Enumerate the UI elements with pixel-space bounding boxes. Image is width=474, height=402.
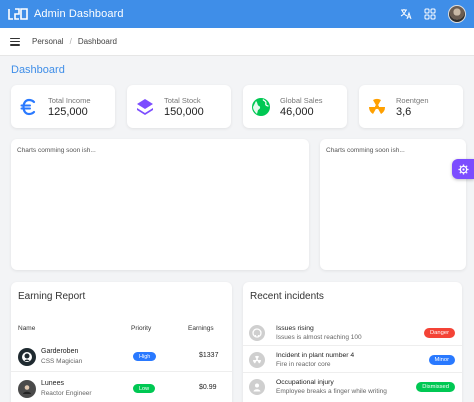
app-logo-icon[interactable]: [8, 7, 28, 21]
recent-incidents-title: Recent incidents: [250, 291, 324, 302]
radiation-icon: [367, 97, 387, 117]
stat-label: Total Income: [48, 95, 91, 105]
settings-fab[interactable]: [452, 159, 474, 179]
row-name: Lunees: [41, 380, 64, 387]
github-icon: [249, 325, 265, 341]
breadcrumb-personal[interactable]: Personal: [32, 37, 64, 46]
globe-icon: [251, 97, 271, 117]
column-header-earnings: Earnings: [188, 325, 214, 332]
user-avatar-icon: [18, 380, 36, 398]
stat-label: Global Sales: [280, 95, 323, 105]
row-earnings: $1337: [199, 352, 219, 359]
earning-report-panel: Earning Report Name Priority Earnings Ga…: [11, 282, 232, 402]
stat-value: 125,000: [48, 105, 88, 118]
earning-report-title: Earning Report: [18, 291, 86, 302]
incident-title: Incident in plant number 4: [276, 352, 355, 359]
list-item[interactable]: Occupational injury Employee breaks a fi…: [243, 375, 462, 400]
breadcrumb-bar: Personal / Dashboard: [0, 28, 474, 56]
chart-placeholder-text: Charts comming soon ish...: [326, 147, 405, 154]
translate-icon[interactable]: [400, 8, 412, 20]
row-role: CSS Magician: [41, 358, 83, 365]
row-divider: [243, 372, 462, 373]
table-row[interactable]: Lunees Reactor Engineer Low $0.99: [11, 374, 232, 402]
user-icon: [249, 379, 265, 395]
chart-placeholder-text: Charts comming soon ish...: [17, 147, 96, 154]
stat-card-total-stock[interactable]: Total Stock 150,000: [127, 85, 231, 128]
app-bar: Admin Dashboard: [0, 0, 474, 28]
recent-incidents-panel: Recent incidents Issues rising Issues is…: [243, 282, 462, 402]
stat-value: 46,000: [280, 105, 314, 118]
layers-icon: [135, 97, 155, 117]
priority-badge: Low: [133, 384, 156, 393]
app-title: Admin Dashboard: [34, 8, 124, 20]
stat-card-roentgen[interactable]: Roentgen 3,6: [359, 85, 463, 128]
row-earnings: $0.99: [199, 384, 217, 391]
status-badge: Danger: [423, 328, 455, 338]
page-title: Dashboard: [11, 64, 65, 76]
chart-panel-left: Charts comming soon ish...: [11, 139, 309, 270]
stat-value: 3,6: [396, 105, 412, 118]
gear-icon: [457, 163, 469, 175]
column-header-priority: Priority: [131, 325, 152, 332]
chart-panel-right: Charts comming soon ish...: [320, 139, 466, 270]
stat-label: Total Stock: [164, 95, 201, 105]
incident-description: Employee breaks a finger while writing: [276, 388, 387, 395]
radiation-icon: [249, 352, 265, 368]
status-badge: Minor: [428, 355, 455, 365]
list-item[interactable]: Incident in plant number 4 Fire in react…: [243, 348, 462, 373]
apps-grid-icon[interactable]: [424, 8, 436, 20]
row-divider: [243, 345, 462, 346]
stat-label: Roentgen: [396, 95, 429, 105]
breadcrumb-separator: /: [69, 37, 72, 46]
priority-badge: High: [133, 352, 157, 361]
list-item[interactable]: Issues rising Issues is almost reaching …: [243, 321, 462, 346]
row-role: Reactor Engineer: [41, 390, 92, 397]
incident-description: Issues is almost reaching 100: [276, 334, 362, 341]
row-name: Garderoben: [41, 348, 79, 355]
column-header-name: Name: [18, 325, 36, 332]
github-avatar-icon: [18, 348, 36, 366]
stat-value: 150,000: [164, 105, 204, 118]
incident-title: Occupational injury: [276, 379, 334, 386]
breadcrumb-dashboard[interactable]: Dashboard: [77, 37, 117, 46]
stat-card-global-sales[interactable]: Global Sales 46,000: [243, 85, 347, 128]
incident-title: Issues rising: [276, 325, 314, 332]
user-avatar[interactable]: [448, 5, 466, 23]
incident-description: Fire in reactor core: [276, 361, 331, 368]
status-badge: Dismissed: [416, 382, 455, 392]
hamburger-menu-icon[interactable]: [10, 37, 20, 46]
row-divider: [11, 371, 232, 372]
euro-icon: [19, 97, 39, 117]
table-row[interactable]: Garderoben CSS Magician High $1337: [11, 342, 232, 372]
stat-card-total-income[interactable]: Total Income 125,000: [11, 85, 115, 128]
